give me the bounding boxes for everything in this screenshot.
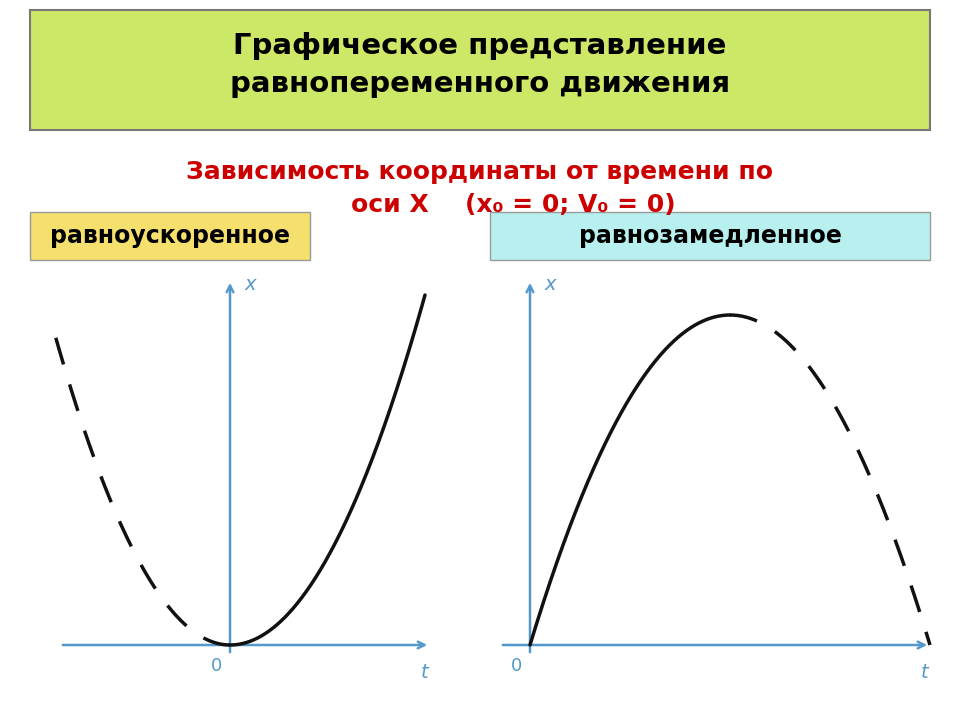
Text: оси X: оси X (351, 193, 429, 217)
Text: x: x (544, 276, 556, 294)
Text: t: t (421, 663, 429, 682)
FancyBboxPatch shape (30, 212, 310, 260)
Text: t: t (922, 663, 929, 682)
Text: (х₀ = 0; V₀ = 0): (х₀ = 0; V₀ = 0) (465, 193, 675, 217)
Text: равноускоренное: равноускоренное (50, 224, 290, 248)
Text: Зависимость координаты от времени по: Зависимость координаты от времени по (186, 160, 774, 184)
Text: 0: 0 (211, 657, 222, 675)
Text: x: x (244, 276, 255, 294)
FancyBboxPatch shape (30, 10, 930, 130)
FancyBboxPatch shape (490, 212, 930, 260)
Text: 0: 0 (511, 657, 522, 675)
Text: Графическое представление
равнопеременного движения: Графическое представление равнопеременно… (230, 32, 730, 99)
Text: равнозамедленное: равнозамедленное (579, 224, 841, 248)
